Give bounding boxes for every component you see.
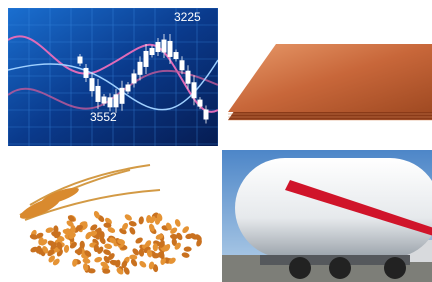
candle-body xyxy=(156,42,160,51)
price-label: 3225 xyxy=(174,10,201,24)
candle-body xyxy=(126,85,130,91)
price-label: 3552 xyxy=(90,110,117,124)
candle-body xyxy=(120,88,124,103)
wheel xyxy=(329,257,351,279)
candle-body xyxy=(108,98,112,107)
candle-body xyxy=(144,51,148,66)
wheel xyxy=(384,257,406,279)
candle-body xyxy=(90,79,94,91)
candle-body xyxy=(174,53,178,59)
candle-body xyxy=(180,61,184,70)
candle-body xyxy=(198,100,202,106)
candle-body xyxy=(84,68,88,77)
wheel xyxy=(289,257,311,279)
candle-body xyxy=(78,57,82,63)
copper-panel xyxy=(222,8,432,146)
candle-body xyxy=(162,40,166,52)
collage: 3225 3552 xyxy=(0,0,432,282)
candle-body xyxy=(102,97,106,103)
candle-body xyxy=(96,86,100,101)
tank-body xyxy=(235,158,432,258)
page: 3225 3552 (() => { const data = J xyxy=(0,0,432,282)
tanker-panel xyxy=(222,150,432,282)
wheat-panel xyxy=(8,150,218,282)
candle-body xyxy=(168,41,172,56)
candle-body xyxy=(132,74,136,83)
stock-panel: 3225 3552 xyxy=(8,8,218,146)
candle-body xyxy=(186,71,190,83)
candle-body xyxy=(204,110,208,119)
candle-body xyxy=(192,83,196,98)
candle-body xyxy=(150,49,154,55)
candle-body xyxy=(114,95,118,107)
candle-body xyxy=(138,62,142,74)
